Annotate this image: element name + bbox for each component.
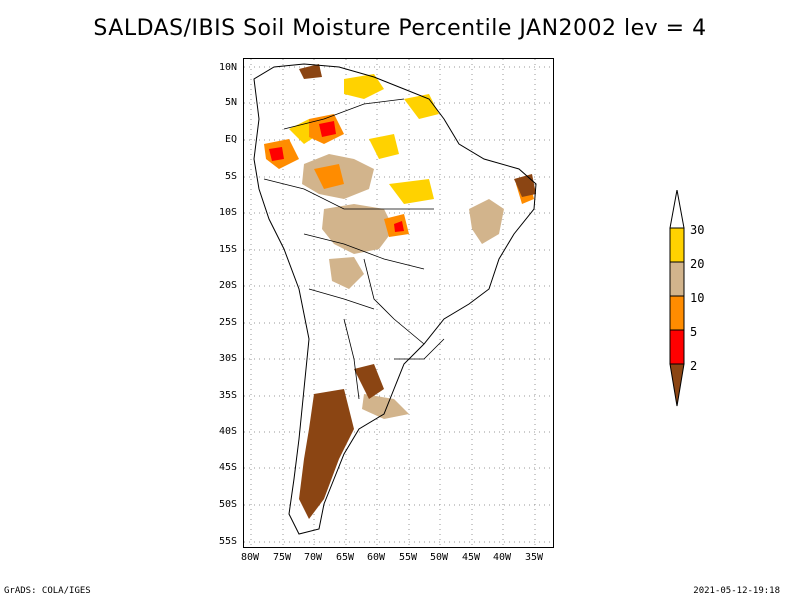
lon-label: 50W: [429, 552, 449, 563]
lon-label: 55W: [398, 552, 418, 563]
lon-label: 75W: [272, 552, 292, 563]
shade-yellow-mid: [369, 134, 399, 159]
shade-red-nw: [319, 121, 336, 137]
colorbar-bin-10-20: [669, 261, 685, 297]
shade-brown-patagonia: [299, 389, 354, 519]
lat-label: 25S: [218, 317, 237, 328]
lon-label: 45W: [461, 552, 481, 563]
lon-label: 60W: [366, 552, 386, 563]
country-borders: [263, 98, 445, 400]
gridlines: [244, 59, 553, 547]
colorbar-label: 10: [690, 291, 705, 305]
lat-label: 40S: [218, 426, 237, 437]
lat-label: 45S: [218, 462, 237, 473]
shade-yellow-amazon: [389, 179, 434, 204]
lon-label: 70W: [303, 552, 323, 563]
moisture-shading: [264, 64, 536, 519]
lon-label: 35W: [524, 552, 544, 563]
lat-label: 55S: [218, 536, 237, 547]
colorbar-bottom-cap: [669, 363, 685, 407]
shade-orange-amazon: [314, 164, 344, 189]
colorbar-bin-20-30: [669, 227, 685, 263]
colorbar-bin-5-10: [669, 295, 685, 331]
map-title: SALDAS/IBIS Soil Moisture Percentile JAN…: [93, 16, 707, 41]
map-panel: [243, 58, 554, 548]
footer-credit: GrADS: COLA/IGES: [4, 586, 91, 596]
lat-label: EQ: [224, 134, 237, 145]
lon-label: 65W: [335, 552, 355, 563]
colorbar-label: 5: [690, 325, 698, 339]
shade-brown-brazil-ne: [514, 174, 536, 197]
lat-label: 20S: [218, 280, 237, 291]
shade-brown-nw: [299, 64, 322, 79]
colorbar: [669, 190, 685, 407]
lat-label: 5S: [224, 171, 237, 182]
shade-red-center: [394, 221, 404, 232]
shade-yellow-north: [344, 74, 384, 99]
lon-label: 40W: [492, 552, 512, 563]
colorbar-label: 20: [690, 257, 705, 271]
shade-yellow-guiana: [404, 94, 439, 119]
colorbar-top-cap: [669, 190, 685, 229]
colorbar-bin-2-5: [669, 329, 685, 365]
lat-label: 50S: [218, 499, 237, 510]
lat-label: 10S: [218, 207, 237, 218]
continent-outline: [253, 63, 537, 535]
lat-label: 15S: [218, 244, 237, 255]
lat-label: 35S: [218, 390, 237, 401]
lat-label: 10N: [218, 62, 237, 73]
lat-label: 5N: [224, 97, 237, 108]
shade-tan-bolivia: [329, 257, 364, 289]
map-canvas: [244, 59, 553, 547]
footer-timestamp: 2021-05-12-19:18: [693, 586, 780, 596]
colorbar-label: 30: [690, 223, 705, 237]
shade-tan-pampas: [362, 394, 409, 419]
colorbar-label: 2: [690, 359, 698, 373]
lat-label: 30S: [218, 353, 237, 364]
shade-tan-brazil-east: [469, 199, 504, 244]
lon-label: 80W: [240, 552, 260, 563]
shade-red-peru: [269, 147, 284, 161]
shade-tan-center: [322, 204, 394, 254]
shade-brown-andes: [354, 364, 384, 399]
